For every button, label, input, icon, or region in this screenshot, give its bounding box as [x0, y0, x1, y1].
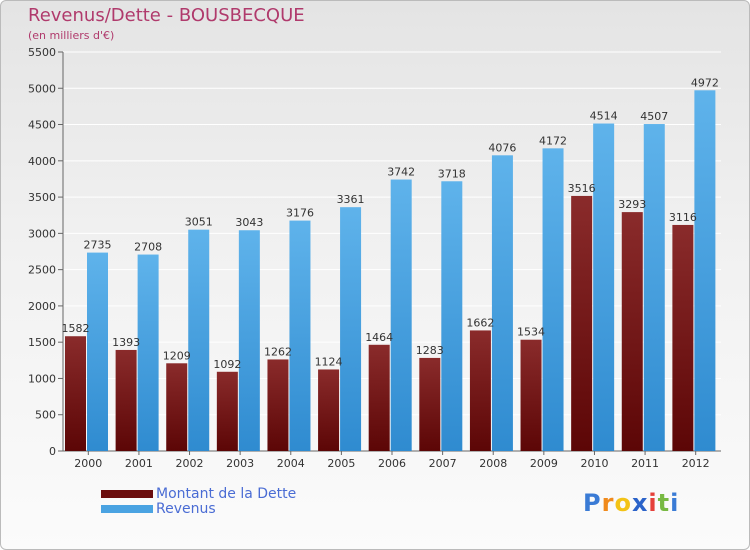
- y-tick-label: 1500: [28, 336, 56, 349]
- debt-bar: [267, 359, 289, 451]
- chart-subtitle: (en milliers d'€): [28, 29, 115, 42]
- debt-bar: [621, 212, 643, 451]
- debt-bar: [115, 349, 137, 451]
- logo-letter: P: [583, 489, 602, 517]
- debt-bar: [65, 336, 86, 451]
- revenue-bar: [188, 229, 210, 451]
- x-tick-label: 2011: [631, 457, 659, 470]
- debt-value-label: 1582: [62, 322, 90, 335]
- debt-value-label: 1662: [466, 316, 494, 329]
- debt-bar: [520, 339, 542, 451]
- y-tick-label: 5000: [28, 82, 56, 95]
- debt-bar: [166, 363, 188, 451]
- x-tick-label: 2000: [74, 457, 102, 470]
- debt-bar: [318, 369, 340, 451]
- revenue-value-label: 4172: [539, 134, 567, 147]
- revenue-value-label: 2708: [134, 241, 162, 254]
- revenue-value-label: 3176: [286, 207, 314, 220]
- legend-swatch-revenue: [101, 505, 153, 513]
- logo-letter: i: [670, 489, 680, 517]
- proxiti-logo: Proxiti: [583, 489, 679, 517]
- bar-layer: [65, 90, 716, 452]
- y-tick-label: 3500: [28, 191, 56, 204]
- debt-bar: [672, 224, 694, 451]
- x-tick-label: 2012: [682, 457, 710, 470]
- debt-value-label: 1393: [112, 336, 140, 349]
- x-tick-label: 2002: [176, 457, 204, 470]
- debt-value-label: 3293: [618, 198, 646, 211]
- y-tick-label: 2000: [28, 300, 56, 313]
- revenue-value-label: 2735: [84, 239, 112, 252]
- logo-letter: r: [601, 489, 615, 517]
- y-tick-label: 500: [35, 409, 56, 422]
- x-tick-label: 2008: [479, 457, 507, 470]
- x-tick-label: 2009: [530, 457, 558, 470]
- revenue-value-label: 4514: [590, 110, 618, 123]
- debt-bar: [216, 371, 238, 451]
- revenue-value-label: 4076: [488, 141, 516, 154]
- revenue-bar: [238, 230, 260, 451]
- debt-value-label: 1283: [416, 344, 444, 357]
- revenue-value-label: 3742: [387, 166, 415, 179]
- x-tick-label: 2003: [226, 457, 254, 470]
- debt-value-label: 1534: [517, 326, 545, 339]
- debt-bar: [419, 357, 441, 451]
- y-tick-label: 4000: [28, 155, 56, 168]
- debt-bar: [469, 330, 491, 451]
- x-tick-label: 2007: [429, 457, 457, 470]
- debt-value-label: 1262: [264, 345, 292, 358]
- x-tick-label: 2005: [327, 457, 355, 470]
- y-tick-label: 0: [49, 445, 56, 458]
- x-tick-label: 2010: [580, 457, 608, 470]
- revenue-bar: [340, 207, 362, 451]
- y-tick-label: 4500: [28, 119, 56, 132]
- revenue-bar: [137, 254, 159, 451]
- revenue-value-label: 4507: [640, 110, 668, 123]
- logo-letter: i: [648, 489, 658, 517]
- logo-letter: x: [631, 489, 649, 517]
- y-tick-label: 2500: [28, 264, 56, 277]
- revenue-bar: [593, 123, 615, 451]
- x-tick-label: 2004: [277, 457, 305, 470]
- debt-value-label: 1092: [213, 358, 241, 371]
- legend-label-revenue: Revenus: [156, 501, 216, 517]
- x-tick-label: 2006: [378, 457, 406, 470]
- debt-value-label: 3516: [568, 182, 596, 195]
- revenue-bar: [390, 179, 412, 451]
- x-tick-label: 2001: [125, 457, 153, 470]
- revenue-value-label: 3043: [235, 216, 263, 229]
- chart-title: Revenus/Dette - BOUSBECQUE: [28, 5, 305, 26]
- y-tick-label: 3000: [28, 227, 56, 240]
- revenue-bar: [491, 155, 513, 451]
- revenue-bar: [643, 124, 665, 452]
- revenue-bar: [289, 220, 311, 451]
- debt-bar: [368, 344, 390, 451]
- y-tick-label: 1000: [28, 372, 56, 385]
- label-layer: 0 500 1000 1500 2000 2500 3000 3500 4000 4500 5000…: [28, 46, 719, 470]
- legend-label-debt: Montant de la Dette: [156, 486, 297, 502]
- revenue-bar: [542, 148, 564, 451]
- revenue-value-label: 3051: [185, 216, 213, 229]
- logo-letter: o: [614, 489, 632, 517]
- legend-swatch-debt: [101, 490, 153, 498]
- debt-bar: [571, 195, 593, 451]
- revenue-bar: [694, 90, 716, 451]
- debt-value-label: 1124: [315, 355, 343, 368]
- revenue-value-label: 3718: [438, 167, 466, 180]
- debt-value-label: 3116: [669, 211, 697, 224]
- debt-value-label: 1209: [163, 349, 191, 362]
- revenue-value-label: 3361: [337, 193, 365, 206]
- y-tick-label: 5500: [28, 46, 56, 59]
- revenue-value-label: 4972: [691, 76, 719, 89]
- revenue-bar: [441, 181, 463, 451]
- debt-value-label: 1464: [365, 331, 393, 344]
- logo-letter: t: [657, 489, 671, 517]
- revenue-bar: [87, 252, 108, 451]
